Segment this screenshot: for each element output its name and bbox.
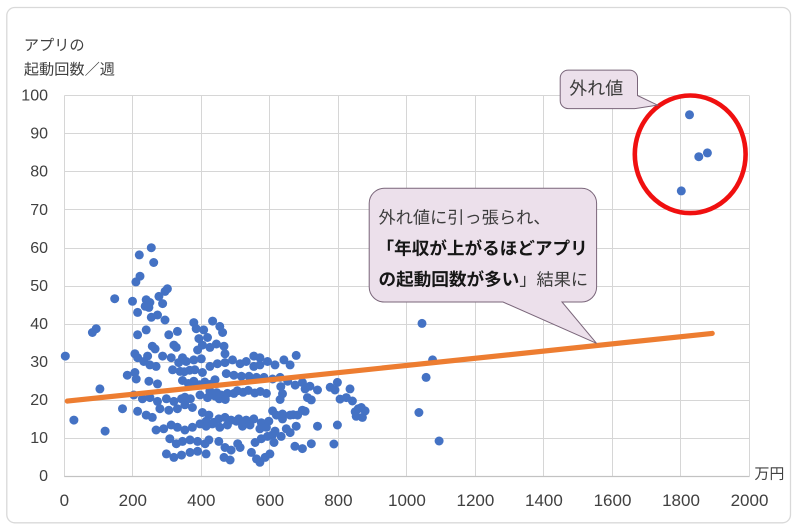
svg-text:400: 400 (187, 491, 215, 510)
svg-text:40: 40 (30, 316, 48, 333)
svg-text:0: 0 (60, 491, 69, 510)
svg-text:70: 70 (30, 202, 48, 219)
svg-text:10: 10 (30, 430, 48, 447)
svg-text:800: 800 (324, 491, 352, 510)
svg-text:20: 20 (30, 392, 48, 409)
svg-text:30: 30 (30, 354, 48, 371)
svg-text:0: 0 (39, 468, 48, 485)
svg-text:1600: 1600 (594, 491, 632, 510)
svg-text:200: 200 (119, 491, 147, 510)
svg-text:60: 60 (30, 240, 48, 257)
svg-text:100: 100 (21, 88, 48, 105)
svg-text:90: 90 (30, 126, 48, 143)
svg-text:1800: 1800 (662, 491, 700, 510)
svg-text:1000: 1000 (388, 491, 426, 510)
svg-text:80: 80 (30, 164, 48, 181)
svg-text:50: 50 (30, 278, 48, 295)
svg-text:1200: 1200 (456, 491, 494, 510)
svg-text:1400: 1400 (525, 491, 563, 510)
svg-text:600: 600 (256, 491, 284, 510)
svg-text:2000: 2000 (731, 491, 769, 510)
